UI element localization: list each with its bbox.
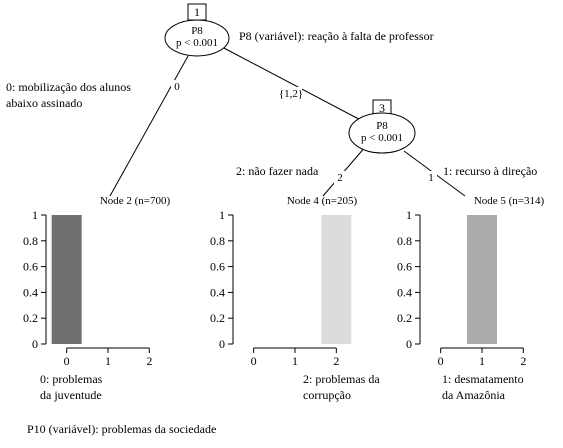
terminal-caption-line2: da Amazônia <box>442 388 506 402</box>
x-tick-label: 0 <box>251 354 257 368</box>
terminal-caption-line2: da juventude <box>40 388 102 402</box>
y-tick-label: 1 <box>406 208 412 222</box>
terminal-node-4: Node 4 (n=205) 0 0.2 0.4 0.6 0.8 1 0 1 2 2: proble… <box>210 195 380 402</box>
edge-label-inner-right: 1 <box>428 172 434 184</box>
terminal-caption-line1: 2: problemas da <box>303 372 380 386</box>
edge-label-root-left: 0 <box>174 81 180 93</box>
x-tick-label: 1 <box>292 354 298 368</box>
inner-node-id: 3 <box>379 101 385 115</box>
inner-node-pvalue: p < 0.001 <box>361 132 403 144</box>
bar-category-1 <box>467 215 497 344</box>
root-node-variable: P8 <box>191 25 203 37</box>
x-tick-label: 1 <box>105 354 111 368</box>
x-tick-label: 2 <box>333 354 339 368</box>
y-tick-label: 0 <box>219 337 225 351</box>
y-tick-label: 0.4 <box>210 285 225 299</box>
y-tick-label: 0 <box>32 337 38 351</box>
y-tick-label: 0.6 <box>397 260 412 274</box>
bar-category-0 <box>51 215 82 344</box>
root-node-id: 1 <box>194 5 200 19</box>
y-tick-label: 0.6 <box>210 260 225 274</box>
y-tick-label: 1 <box>32 208 38 222</box>
root-node-pvalue: p < 0.001 <box>176 37 218 49</box>
edge-label-root-right: {1,2} <box>279 88 303 100</box>
y-tick-label: 0.4 <box>397 285 412 299</box>
edge-root-to-node2 <box>109 55 189 197</box>
inner-node-variable: P8 <box>376 120 388 132</box>
x-tick-label: 0 <box>438 354 444 368</box>
x-tick-label: 2 <box>146 354 152 368</box>
annotation-recurso: 1: recurso à direção <box>443 164 537 178</box>
y-tick-label: 0.2 <box>397 311 412 325</box>
terminal-title: Node 5 (n=314) <box>474 195 545 207</box>
annotation-mobilizacao-line2: abaixo assinado <box>6 96 82 110</box>
root-annotation: P8 (variável): reação à falta de profess… <box>239 29 434 43</box>
footer-annotation: P10 (variável): problemas da sociedade <box>27 422 216 436</box>
x-tick-label: 2 <box>520 354 526 368</box>
terminal-node-5: Node 5 (n=314) 0 0.2 0.4 0.6 0.8 1 0 1 2 1: desmat… <box>397 195 545 402</box>
y-tick-label: 0.2 <box>210 311 225 325</box>
x-tick-label: 0 <box>64 354 70 368</box>
y-tick-label: 0.2 <box>23 311 38 325</box>
annotation-mobilizacao-line1: 0: mobilização dos alunos <box>6 80 131 94</box>
terminal-title: Node 2 (n=700) <box>100 195 171 207</box>
edge-label-inner-left: 2 <box>337 172 343 184</box>
y-tick-label: 0 <box>406 337 412 351</box>
terminal-caption-line1: 0: problemas <box>40 372 103 386</box>
root-node <box>164 19 230 57</box>
inner-node <box>348 112 416 154</box>
x-tick-label: 1 <box>479 354 485 368</box>
y-tick-label: 0.6 <box>23 260 38 274</box>
bar-category-2 <box>321 215 352 344</box>
y-tick-label: 0.8 <box>210 234 225 248</box>
annotation-nao-fazer: 2: não fazer nada <box>236 164 319 178</box>
terminal-title: Node 4 (n=205) <box>287 195 358 207</box>
terminal-caption-line1: 1: desmatamento <box>442 372 524 386</box>
edge-root-to-node3 <box>221 46 371 126</box>
y-tick-label: 0.8 <box>23 234 38 248</box>
y-tick-label: 0.8 <box>397 234 412 248</box>
terminal-node-2: Node 2 (n=700) 0 0.2 0.4 0.6 0.8 1 0 1 2 0: proble… <box>23 195 171 402</box>
terminal-caption-line2: corrupção <box>303 388 351 402</box>
y-tick-label: 0.4 <box>23 285 38 299</box>
y-tick-label: 1 <box>219 208 225 222</box>
